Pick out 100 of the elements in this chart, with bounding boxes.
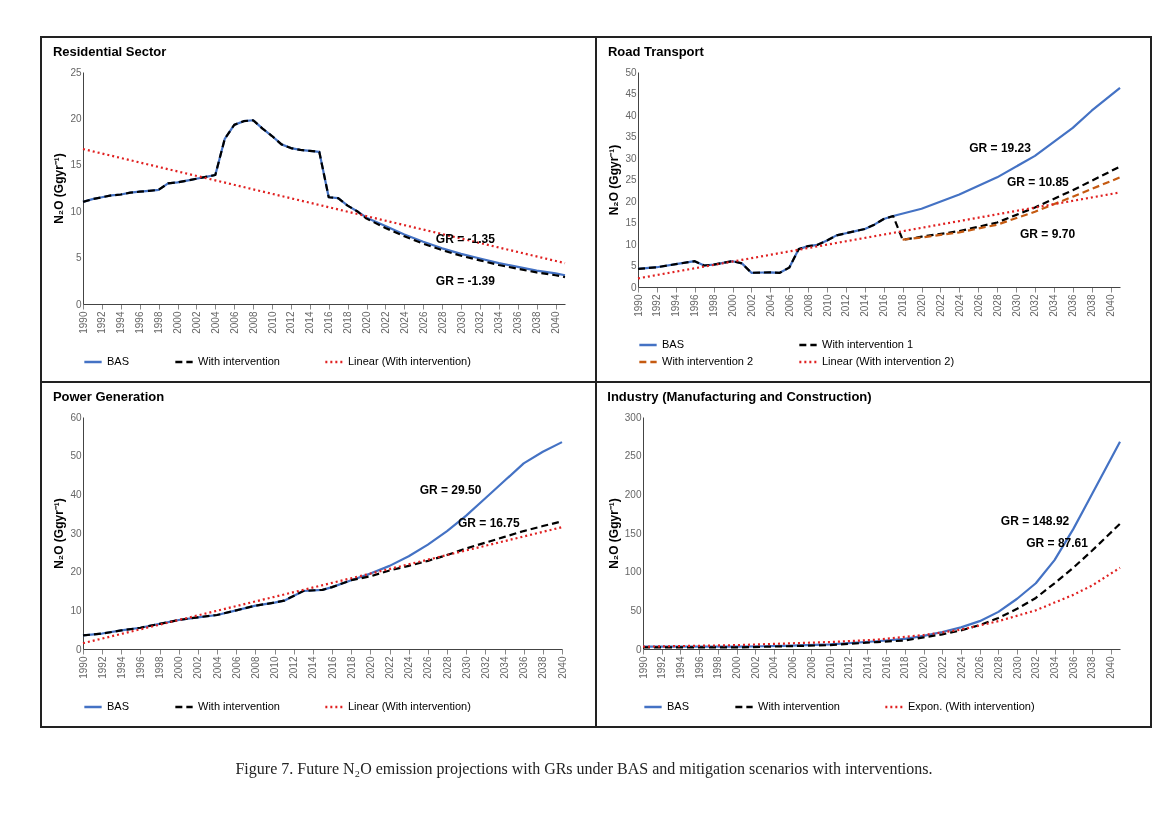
x-tick-label: 1994: [670, 294, 682, 317]
x-tick-label: 2010: [821, 294, 833, 317]
legend-label: With intervention: [198, 355, 280, 367]
legend-label: Linear (With intervention): [348, 700, 471, 712]
x-tick-label: 1998: [154, 656, 166, 679]
x-tick-label: 2010: [824, 656, 836, 679]
x-tick-label: 2000: [172, 311, 184, 334]
annotation: GR = -1.35: [435, 232, 496, 247]
x-tick-label: 2032: [479, 656, 491, 679]
y-tick-label: 35: [625, 131, 637, 142]
x-tick-label: 2004: [768, 656, 780, 679]
x-tick-label: 2030: [460, 656, 472, 679]
y-tick-label: 10: [70, 604, 82, 616]
x-tick-label: 2000: [731, 656, 743, 679]
x-tick-label: 2012: [843, 656, 855, 679]
x-tick-label: 2008: [802, 294, 814, 317]
x-tick-label: 2032: [1030, 656, 1042, 679]
y-tick-label: 60: [70, 411, 82, 423]
x-tick-label: 2040: [556, 656, 568, 679]
x-tick-label: 2008: [247, 311, 259, 334]
x-tick-label: 2004: [211, 656, 223, 679]
x-tick-label: 2014: [861, 656, 873, 679]
x-tick-label: 2034: [493, 311, 505, 334]
y-tick-label: 25: [625, 174, 637, 185]
y-tick-label: 100: [624, 566, 642, 578]
x-tick-label: 1998: [153, 311, 165, 334]
x-tick-label: 2002: [749, 656, 761, 679]
x-tick-label: 1996: [134, 311, 146, 334]
x-tick-label: 2036: [518, 656, 530, 679]
x-tick-label: 2000: [173, 656, 185, 679]
x-tick-label: 1996: [693, 656, 705, 679]
x-tick-label: 2002: [192, 656, 204, 679]
x-tick-label: 2032: [474, 311, 486, 334]
x-tick-label: 2016: [880, 656, 892, 679]
y-axis-title: N₂O (Ggyr⁻¹): [607, 144, 622, 216]
annotation: GR = 29.50: [419, 483, 482, 498]
y-tick-label: 50: [625, 66, 637, 78]
legend-label: Expon. (With intervention): [908, 700, 1035, 712]
x-tick-label: 2036: [512, 311, 524, 334]
x-tick-label: 1992: [96, 656, 108, 679]
x-tick-label: 2014: [304, 311, 316, 334]
y-tick-label: 0: [630, 281, 637, 293]
x-tick-label: 1998: [712, 656, 724, 679]
y-tick-label: 30: [625, 152, 637, 164]
x-tick-label: 2040: [1105, 294, 1117, 317]
y-tick-label: 40: [70, 488, 82, 500]
x-tick-label: 2028: [436, 311, 448, 334]
x-tick-label: 2040: [1105, 656, 1117, 679]
x-tick-label: 2002: [190, 311, 202, 334]
chart-title: Residential Sector: [52, 44, 167, 59]
x-tick-label: 2038: [531, 311, 543, 334]
x-tick-label: 1996: [689, 294, 701, 317]
x-tick-label: 2008: [805, 656, 817, 679]
annotation: GR = 19.23: [969, 140, 1032, 155]
x-tick-label: 2008: [249, 656, 261, 679]
x-tick-label: 2020: [361, 311, 373, 334]
x-tick-label: 2016: [878, 294, 890, 317]
y-tick-label: 20: [70, 566, 82, 578]
annotation: GR = 16.75: [457, 516, 520, 531]
y-tick-label: 15: [70, 159, 82, 171]
legend-label: With intervention: [198, 700, 280, 712]
x-tick-label: 2038: [1086, 656, 1098, 679]
x-tick-label: 2038: [537, 656, 549, 679]
y-tick-label: 15: [625, 217, 637, 228]
y-tick-label: 5: [75, 252, 82, 264]
legend-label: BAS: [662, 338, 685, 350]
legend-label: With intervention: [758, 700, 840, 712]
y-tick-label: 10: [70, 205, 82, 217]
x-tick-label: 2030: [1011, 656, 1023, 679]
x-tick-label: 2022: [934, 294, 946, 317]
x-tick-label: 2020: [918, 656, 930, 679]
legend-label: BAS: [107, 355, 130, 367]
legend-label: With intervention 1: [822, 338, 914, 350]
legend-label: BAS: [107, 700, 130, 712]
x-tick-label: 2012: [840, 294, 852, 317]
x-tick-label: 2018: [897, 294, 909, 317]
x-tick-label: 2006: [228, 311, 240, 334]
x-tick-label: 2034: [499, 656, 511, 679]
x-tick-label: 2028: [991, 294, 1003, 317]
x-tick-label: 2030: [455, 311, 467, 334]
x-tick-label: 2036: [1067, 656, 1079, 679]
x-tick-label: 2026: [974, 656, 986, 679]
x-tick-label: 1992: [656, 656, 668, 679]
x-tick-label: 2016: [323, 311, 335, 334]
y-tick-label: 300: [624, 411, 642, 423]
x-tick-label: 2006: [783, 294, 795, 317]
x-tick-label: 1990: [637, 656, 649, 679]
x-tick-label: 2024: [398, 311, 410, 334]
y-axis-title: N₂O (Ggyr⁻¹): [606, 498, 621, 569]
x-tick-label: 2034: [1048, 294, 1060, 317]
caption: Figure 7. Future N₂O emission projections with GRs under BAS and mitigation scenarios with interventions.: [234, 760, 934, 778]
x-tick-label: 2020: [916, 294, 928, 317]
y-tick-label: 200: [624, 488, 642, 500]
annotation: GR = 10.85: [1007, 175, 1070, 190]
annotation: GR = -1.39: [435, 274, 496, 289]
y-tick-label: 5: [630, 260, 637, 271]
x-tick-label: 2038: [1086, 294, 1098, 317]
x-tick-label: 2028: [992, 656, 1004, 679]
x-tick-label: 2034: [1049, 656, 1061, 679]
x-tick-label: 2032: [1029, 294, 1041, 317]
